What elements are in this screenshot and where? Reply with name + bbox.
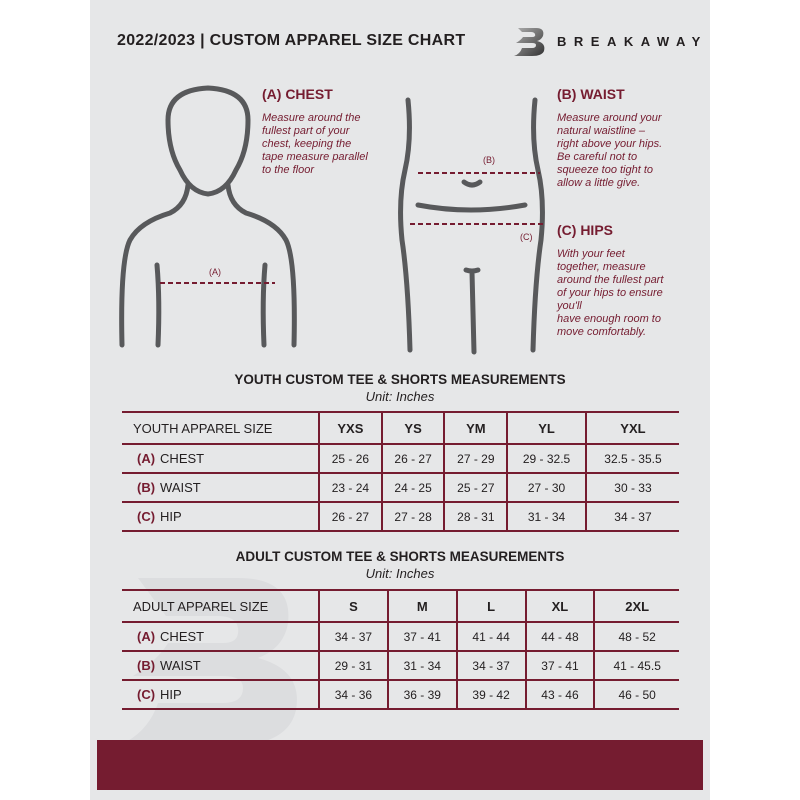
measurement-name: HIP [160, 687, 182, 702]
measurement-value: 27 - 30 [506, 473, 586, 503]
measurement-name: WAIST [160, 658, 201, 673]
measurement-value: 37 - 41 [386, 622, 457, 652]
measurement-value: 23 - 24 [318, 473, 382, 503]
measurement-value: 29 - 31 [318, 651, 388, 681]
measurement-tag: (C) [137, 687, 156, 702]
measurement-value: 39 - 42 [455, 680, 526, 710]
page-title: 2022/2023 | CUSTOM APPAREL SIZE CHART [117, 32, 466, 49]
size-column-header: YM [443, 412, 508, 445]
adult-unit: Unit: Inches [365, 566, 435, 581]
waist-description: Measure around your natural waistline – … [557, 112, 663, 189]
measurement-name: WAIST [160, 480, 201, 495]
table-row: (A) CHEST 25 - 26 26 - 27 27 - 29 29 - 32.5 32… [122, 444, 679, 474]
size-header: YOUTH APPAREL SIZE [122, 412, 319, 445]
measurement-label: (B) WAIST [122, 473, 319, 503]
body-figures [119, 85, 545, 355]
measurement-tag: (B) [137, 480, 156, 495]
measurement-tag: (A) [137, 629, 156, 644]
measurement-name: CHEST [160, 629, 205, 644]
measurement-value: 31 - 34 [386, 651, 457, 681]
measurement-tag: (A) [137, 451, 156, 466]
lower-body-figure-icon [398, 97, 545, 355]
measurement-value: 27 - 29 [443, 444, 508, 474]
size-column-header: YXL [584, 412, 679, 445]
waist-heading: (B) WAIST [557, 86, 625, 102]
youth-unit: Unit: Inches [365, 389, 435, 404]
footer-band [97, 740, 703, 790]
waist-marker: (B) [483, 155, 495, 165]
size-header: ADULT APPAREL SIZE [122, 590, 319, 623]
chest-marker: (A) [209, 267, 221, 277]
measurement-value: 26 - 27 [380, 444, 445, 474]
measurement-value: 37 - 41 [524, 651, 595, 681]
measurement-value: 43 - 46 [524, 680, 595, 710]
measurement-value: 41 - 45.5 [593, 651, 679, 681]
adult-table-title: ADULT CUSTOM TEE & SHORTS MEASUREMENTS [235, 549, 565, 564]
size-column-header: L [455, 590, 526, 623]
measurement-name: CHEST [160, 451, 205, 466]
measurement-value: 44 - 48 [524, 622, 595, 652]
measurement-value: 25 - 26 [318, 444, 382, 474]
breakaway-logo-icon [514, 28, 545, 56]
measurement-tag: (C) [137, 509, 156, 524]
measurement-label: (C) HIP [122, 680, 319, 710]
size-column-header: 2XL [593, 590, 679, 623]
measurement-label: (C) HIP [122, 502, 319, 532]
measurement-value: 34 - 37 [455, 651, 526, 681]
measurement-value: 24 - 25 [380, 473, 445, 503]
brand-name: BREAKAWAY [557, 34, 708, 49]
size-column-header: S [318, 590, 388, 623]
measurement-name: HIP [160, 509, 182, 524]
table-row: (C) HIP 34 - 36 36 - 39 39 - 42 43 - 46 46 - 5… [122, 680, 679, 710]
measurement-value: 48 - 52 [593, 622, 679, 652]
youth-table-title: YOUTH CUSTOM TEE & SHORTS MEASUREMENTS [234, 372, 566, 387]
size-column-header: YS [380, 412, 445, 445]
measurement-value: 28 - 31 [443, 502, 508, 532]
table-row: (C) HIP 26 - 27 27 - 28 28 - 31 31 - 34 34 - 3… [122, 502, 679, 532]
measurement-value: 31 - 34 [506, 502, 586, 532]
measurement-value: 34 - 37 [584, 502, 679, 532]
table-header-row: YOUTH APPAREL SIZE YXS YS YM YL YXL [122, 412, 679, 445]
hips-marker: (C) [520, 232, 533, 242]
hips-description: With your feet together, measure around … [557, 248, 664, 338]
measurement-value: 32.5 - 35.5 [584, 444, 679, 474]
measurement-value: 34 - 36 [318, 680, 388, 710]
upper-body-figure-icon [119, 85, 297, 348]
size-column-header: YXS [318, 412, 382, 445]
table-row: (A) CHEST 34 - 37 37 - 41 41 - 44 44 - 48 48 -… [122, 622, 679, 652]
size-column-header: M [386, 590, 457, 623]
measure-lines [160, 172, 545, 284]
chest-description: Measure around the fullest part of your … [262, 112, 368, 176]
measurement-label: (A) CHEST [122, 444, 319, 474]
measurement-tag: (B) [137, 658, 156, 673]
measurement-value: 30 - 33 [584, 473, 679, 503]
size-column-header: XL [524, 590, 595, 623]
measurement-value: 36 - 39 [386, 680, 457, 710]
measurement-value: 27 - 28 [380, 502, 445, 532]
table-header-row: ADULT APPAREL SIZE S M L XL 2XL [122, 590, 679, 623]
measurement-label: (B) WAIST [122, 651, 319, 681]
measurement-value: 41 - 44 [455, 622, 526, 652]
hips-heading: (C) HIPS [557, 222, 613, 238]
chest-heading: (A) CHEST [262, 86, 333, 102]
measurement-value: 46 - 50 [593, 680, 679, 710]
size-column-header: YL [506, 412, 586, 445]
youth-size-table: YOUTH APPAREL SIZE YXS YS YM YL YXL (A) CHEST 25… [122, 411, 679, 532]
measurement-label: (A) CHEST [122, 622, 319, 652]
measurement-value: 29 - 32.5 [506, 444, 586, 474]
table-row: (B) WAIST 29 - 31 31 - 34 34 - 37 37 - 41 41 -… [122, 651, 679, 681]
table-row: (B) WAIST 23 - 24 24 - 25 25 - 27 27 - 30 30 -… [122, 473, 679, 503]
measurement-value: 25 - 27 [443, 473, 508, 503]
adult-size-table: ADULT APPAREL SIZE S M L XL 2XL (A) CHEST 34 - 3… [122, 589, 679, 710]
measurement-value: 26 - 27 [318, 502, 382, 532]
measurement-value: 34 - 37 [318, 622, 388, 652]
